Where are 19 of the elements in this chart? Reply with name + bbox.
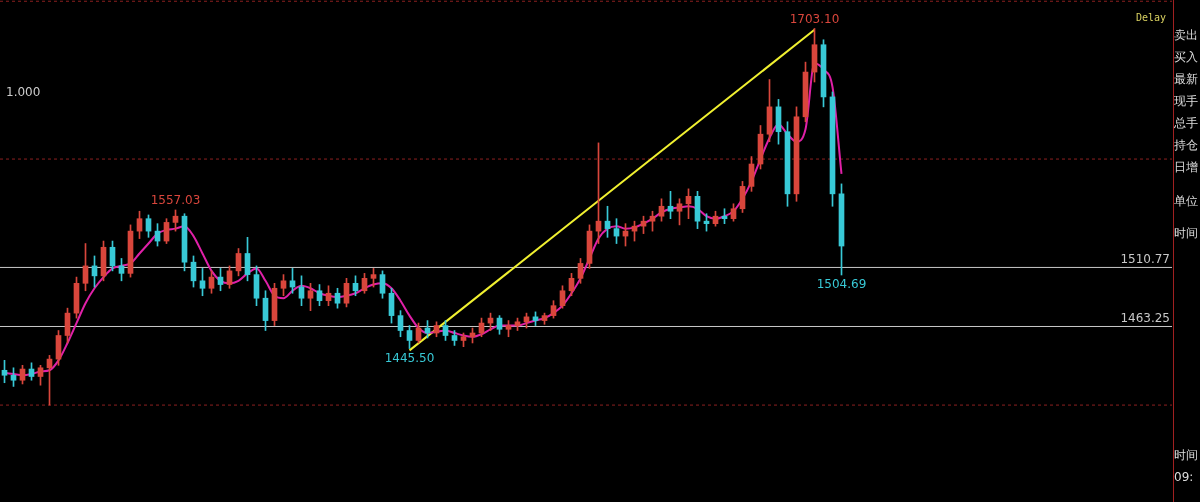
text: 卖出 — [1174, 27, 1199, 44]
text: 时间 — [1174, 225, 1199, 242]
text: 总手 — [1174, 115, 1199, 132]
text: 最新 — [1174, 71, 1199, 88]
annotation: 1703.10 — [789, 11, 840, 26]
annotation: 1.000 — [6, 85, 41, 99]
annotation: 1504.69 — [816, 277, 867, 292]
text: Delay — [1135, 12, 1166, 23]
text: 日增 — [1174, 159, 1199, 176]
text: 单位 — [1174, 193, 1199, 210]
text: 现手 — [1174, 93, 1199, 110]
text: 时间 — [1174, 447, 1199, 464]
text: 持仓 — [1174, 137, 1199, 154]
annotation: 1445.50 — [384, 350, 435, 365]
text: 买入 — [1174, 49, 1199, 66]
ref-line-label: 1510.77 — [1120, 251, 1170, 266]
text: 09: — [1174, 469, 1195, 486]
ref-line-label: 1463.25 — [1120, 310, 1170, 325]
annotation: 1557.03 — [150, 193, 201, 208]
